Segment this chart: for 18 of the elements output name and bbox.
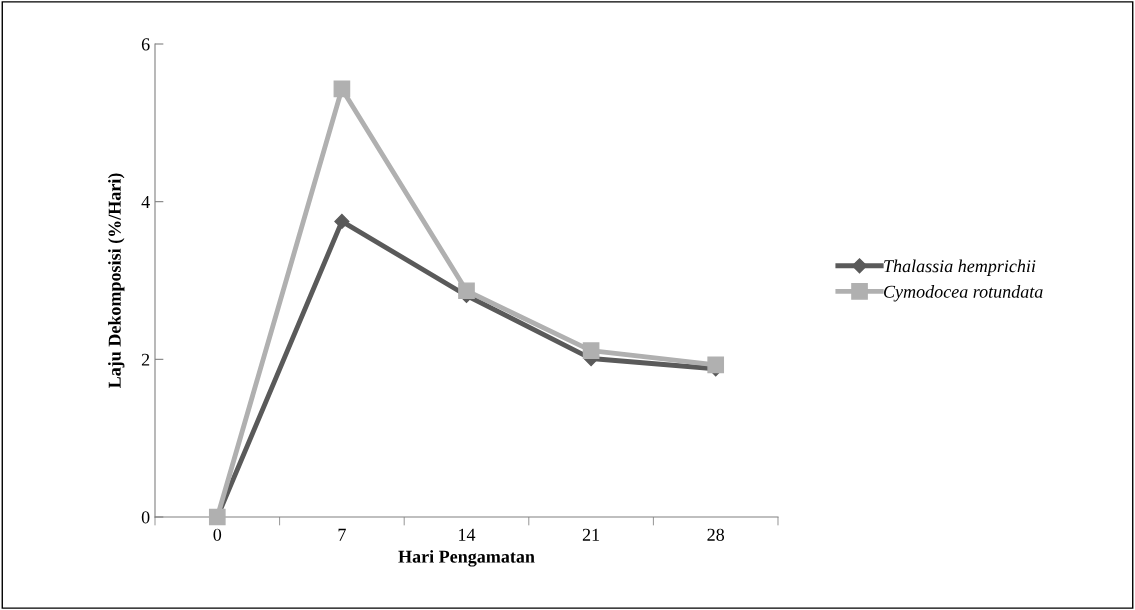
legend-label: Cymodocea rotundata (884, 285, 1043, 302)
x-axis-title: Hari Pengamatan (398, 550, 535, 567)
y-tick-label: 0 (141, 511, 150, 524)
y-tick-label: 2 (141, 353, 150, 366)
y-tick-label: 4 (141, 196, 150, 208)
y-axis-title: Laju Dekomposisi (%/Hari) (108, 173, 125, 389)
x-tick-label: 14 (459, 528, 476, 541)
y-tick-label: 6 (141, 38, 150, 51)
point (582, 342, 600, 359)
point (707, 356, 725, 374)
x-tick-label: 28 (707, 528, 725, 541)
legend-label: Thalassia hemprichii (884, 259, 1036, 276)
point (334, 213, 350, 229)
point (458, 282, 475, 300)
x-tick-label: 7 (338, 528, 346, 541)
x-tick-label: 21 (582, 528, 600, 541)
x-tick-label: 0 (213, 528, 222, 541)
point (333, 80, 351, 98)
